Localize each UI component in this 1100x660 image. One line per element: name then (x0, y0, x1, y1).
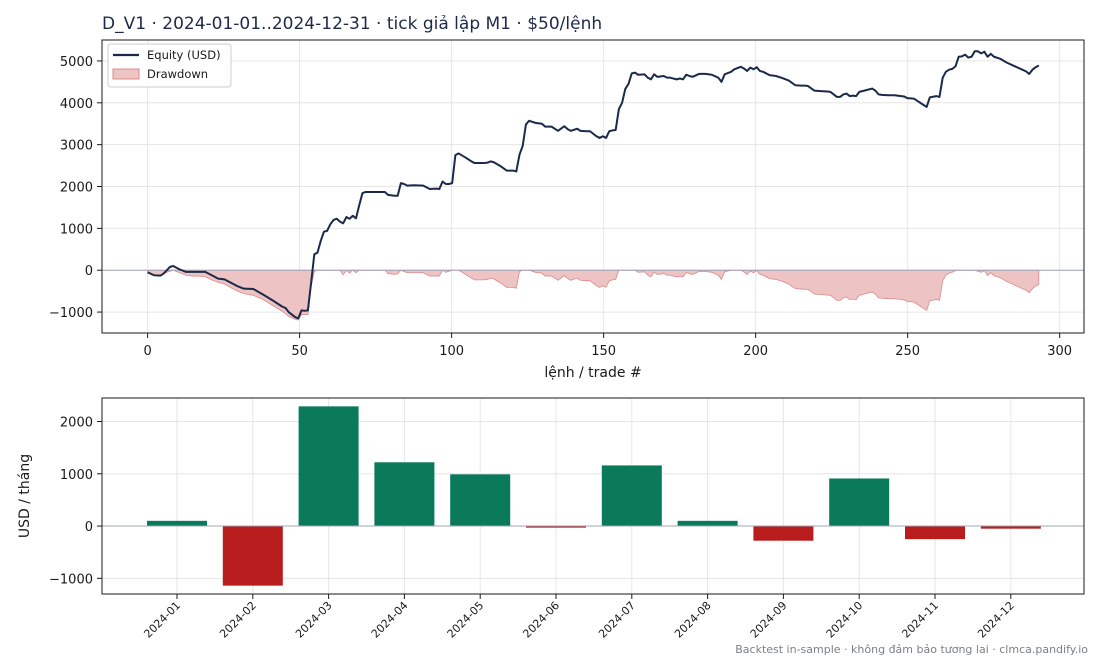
monthly-bar-2024-04 (374, 462, 435, 527)
equity-x-tick-label: 250 (895, 344, 920, 359)
monthly-bar-2024-01 (147, 520, 207, 527)
equity-y-tick-label: 2000 (60, 181, 93, 196)
monthly-x-tick-label: 2024-04 (369, 599, 411, 641)
equity-x-tick-label: 300 (1047, 344, 1072, 359)
equity-y-tick-label: 4000 (60, 97, 93, 112)
monthly-bar-2024-12 (980, 526, 1041, 529)
monthly-y-tick-label: −1000 (49, 572, 93, 587)
monthly-y-ticks: −1000 0 1000 2000 (49, 416, 102, 587)
monthly-x-tick-label: 2024-11 (899, 599, 941, 641)
equity-x-tick-label: 200 (743, 344, 768, 359)
monthly-x-tick-label: 2024-08 (672, 599, 714, 641)
equity-y-tick-label: 3000 (60, 139, 93, 154)
monthly-x-ticks: 2024-01 2024-02 2024-03 2024-04 2024-05 2024-… (141, 594, 1017, 641)
monthly-x-tick-label: 2024-12 (975, 599, 1017, 641)
equity-y-tick-label: −1000 (49, 306, 93, 321)
footer-note: Backtest in-sample · không đảm bảo tương… (735, 643, 1088, 656)
equity-x-tick-label: 100 (439, 344, 464, 359)
monthly-x-tick-label: 2024-09 (748, 599, 790, 641)
equity-x-axis-label: lệnh / trade # (544, 365, 641, 381)
equity-x-tick-label: 150 (591, 344, 616, 359)
monthly-x-tick-label: 2024-05 (445, 599, 487, 641)
monthly-bar-2024-02 (222, 526, 283, 586)
monthly-bar-2024-10 (829, 478, 890, 527)
monthly-bar-2024-11 (905, 526, 965, 540)
monthly-bar-2024-09 (753, 526, 814, 541)
monthly-x-tick-label: 2024-07 (596, 599, 638, 641)
monthly-x-tick-label: 2024-10 (824, 599, 866, 641)
monthly-y-tick-label: 0 (85, 520, 93, 535)
equity-y-tick-label: 5000 (60, 55, 93, 70)
monthly-chart: 2024-01 2024-02 2024-03 2024-04 2024-05 2024-… (17, 397, 1085, 641)
equity-y-tick-label: 1000 (60, 222, 93, 237)
equity-x-tick-label: 50 (291, 344, 308, 359)
monthly-x-tick-label: 2024-01 (141, 599, 183, 641)
monthly-x-tick-label: 2024-02 (217, 599, 259, 641)
equity-y-tick-label: 0 (85, 264, 93, 279)
legend: Equity (USD) Drawdown (107, 43, 232, 88)
monthly-bar-2024-05 (450, 474, 511, 527)
monthly-bars (147, 406, 1041, 586)
equity-line (147, 50, 1040, 320)
equity-chart: 0 50 100 150 200 250 300 −1000 0 1000 2000 3000 400… (49, 39, 1085, 381)
monthly-bar-2024-08 (677, 520, 738, 527)
chart-title: D_V1 · 2024-01-01..2024-12-31 · tick giả… (102, 14, 602, 34)
legend-equity-label: Equity (USD) (147, 48, 221, 62)
legend-drawdown-label: Drawdown (147, 67, 208, 81)
monthly-plot-frame (101, 397, 1085, 595)
monthly-bar-2024-07 (601, 465, 662, 527)
monthly-y-tick-label: 1000 (60, 468, 93, 483)
monthly-x-tick-label: 2024-03 (293, 599, 335, 641)
monthly-y-tick-label: 2000 (60, 416, 93, 431)
equity-x-tick-label: 0 (143, 344, 151, 359)
monthly-x-tick-label: 2024-06 (520, 599, 562, 641)
equity-x-ticks: 0 50 100 150 200 250 300 (143, 333, 1072, 359)
monthly-bar-2024-06 (526, 526, 586, 528)
equity-y-ticks: −1000 0 1000 2000 3000 4000 5000 (49, 55, 102, 321)
monthly-y-axis-label: USD / tháng (17, 454, 33, 538)
legend-drawdown-swatch (112, 68, 140, 80)
monthly-bar-2024-03 (298, 406, 359, 527)
